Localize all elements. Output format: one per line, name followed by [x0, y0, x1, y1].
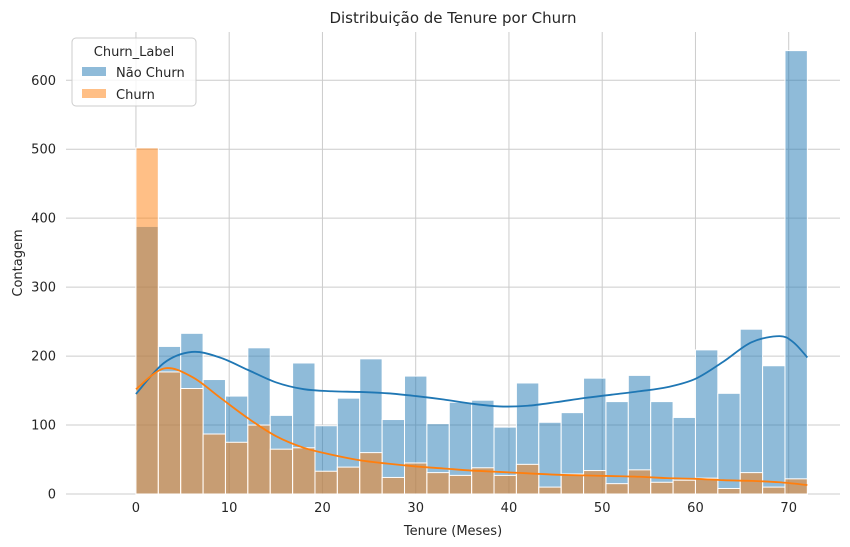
- bar-churn: [336, 466, 361, 495]
- bar-churn: [448, 474, 473, 495]
- kde-line-nao-churn: [135, 335, 809, 408]
- histogram-bars: [135, 50, 808, 495]
- x-axis-label: Tenure (Meses): [403, 524, 502, 539]
- x-tick-label: 20: [314, 501, 331, 516]
- bar-churn: [583, 470, 607, 495]
- bar-churn: [269, 448, 294, 495]
- bar-churn: [672, 479, 696, 495]
- y-tick-label: 400: [31, 212, 56, 227]
- legend: Churn_Label Não Churn Churn: [71, 37, 197, 107]
- x-tick-label: 50: [594, 501, 611, 516]
- bar-churn: [739, 472, 764, 495]
- bar-nao-churn: [694, 349, 719, 495]
- bar-churn: [650, 481, 674, 495]
- bar-churn: [247, 424, 271, 495]
- legend-label-churn: Churn: [116, 88, 155, 103]
- bar-churn: [717, 487, 741, 495]
- x-tick-label: 0: [132, 501, 140, 516]
- bar-churn: [224, 441, 249, 495]
- bar-churn: [157, 371, 182, 495]
- x-tick-label: 10: [221, 501, 238, 516]
- chart-title: Distribuição de Tenure por Churn: [329, 9, 576, 27]
- bar-churn: [493, 474, 517, 495]
- bar-nao-churn: [650, 401, 674, 495]
- bar-churn: [694, 477, 719, 495]
- bar-nao-churn: [717, 392, 741, 495]
- x-tick-label: 30: [407, 501, 424, 516]
- bar-churn: [202, 433, 226, 495]
- y-axis-label: Contagem: [11, 229, 26, 296]
- bar-churn: [762, 486, 786, 495]
- bar-churn: [784, 478, 808, 495]
- bar-churn: [560, 473, 585, 495]
- x-tick-label: 40: [501, 501, 518, 516]
- kde-line-churn: [135, 367, 808, 486]
- x-tick-label: 70: [780, 501, 797, 516]
- y-tick-label: 200: [31, 350, 56, 365]
- bar-nao-churn: [538, 421, 562, 495]
- bar-nao-churn: [739, 328, 764, 495]
- axis-ticks: 0 10 20 30 40 50 60 70 0 100 200 300 400 500 600: [31, 74, 797, 516]
- y-tick-label: 500: [31, 143, 56, 158]
- x-tick-label: 60: [687, 501, 704, 516]
- bar-churn: [627, 469, 652, 495]
- bar-nao-churn: [784, 50, 808, 495]
- legend-label-nao-churn: Não Churn: [116, 66, 185, 81]
- legend-swatch-churn: [82, 89, 106, 98]
- kde-lines: [135, 335, 809, 486]
- bar-churn: [292, 447, 316, 495]
- bar-churn: [359, 452, 383, 495]
- bar-nao-churn: [605, 401, 629, 495]
- bar-nao-churn: [762, 365, 786, 495]
- y-tick-label: 300: [31, 281, 56, 296]
- y-tick-label: 600: [31, 74, 56, 89]
- y-tick-label: 100: [31, 419, 56, 434]
- legend-swatch-nao-churn: [82, 67, 106, 76]
- bar-churn: [426, 472, 450, 495]
- bar-churn: [538, 486, 562, 495]
- bar-churn: [605, 483, 629, 495]
- bar-churn: [515, 463, 540, 495]
- bar-churn: [314, 470, 338, 495]
- bar-churn: [381, 476, 406, 495]
- y-tick-label: 0: [48, 488, 56, 503]
- bar-churn: [135, 147, 159, 495]
- bar-churn: [180, 387, 204, 495]
- legend-title: Churn_Label: [94, 45, 174, 60]
